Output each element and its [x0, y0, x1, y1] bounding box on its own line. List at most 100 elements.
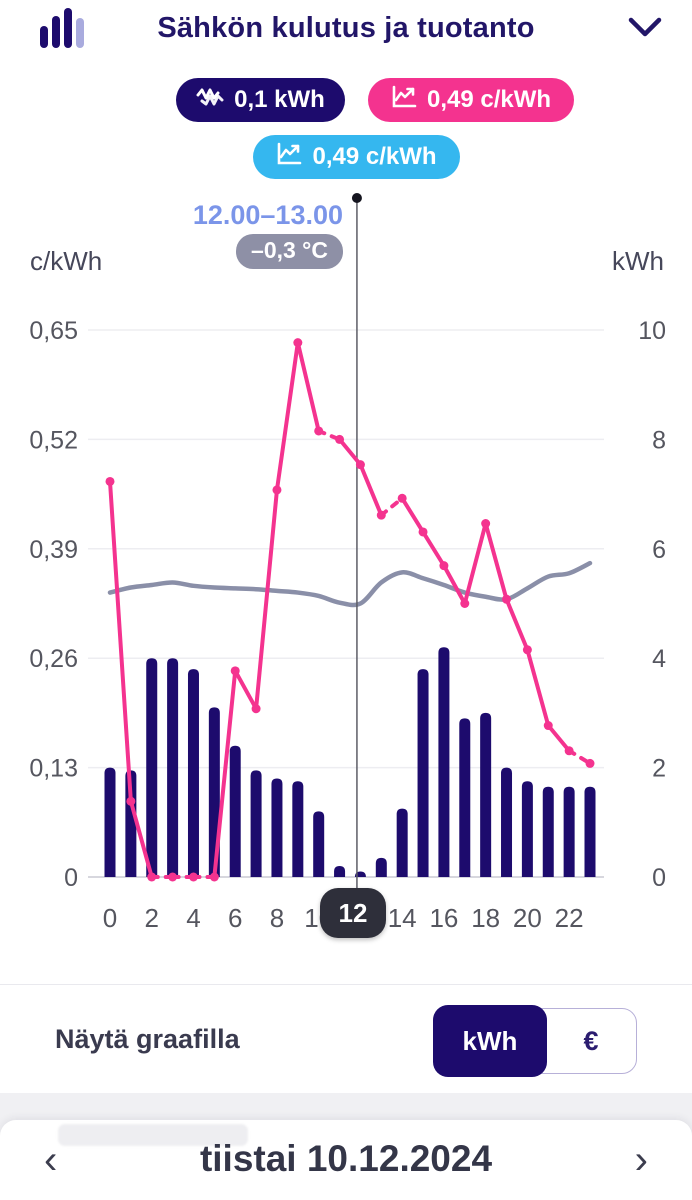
price-line-segment: [504, 597, 530, 652]
left-axis-tick: 0,39: [29, 536, 78, 564]
price-point[interactable]: [418, 527, 428, 537]
price-point[interactable]: [251, 704, 261, 714]
price-line-segment: [400, 496, 426, 534]
consumption-badge-label: 0,1 kWh: [234, 86, 325, 113]
right-axis-tick: 4: [652, 645, 666, 673]
left-axis-tick: 0,13: [29, 755, 78, 783]
page-title: Sähkön kulutus ja tuotanto: [157, 12, 535, 44]
resistor-icon: [196, 86, 224, 114]
price-point[interactable]: [376, 510, 386, 520]
selected-hour-marker-dot: [351, 193, 362, 203]
unit-toggle: kWh €: [433, 1005, 637, 1077]
x-axis-tick: 22: [555, 903, 584, 933]
consumption-bar[interactable]: [480, 712, 492, 877]
consumption-bar[interactable]: [459, 718, 471, 877]
x-axis-tick: 8: [270, 903, 284, 933]
price-point[interactable]: [335, 434, 345, 444]
price-point[interactable]: [188, 872, 198, 882]
price-point[interactable]: [314, 426, 324, 436]
price-line-segment: [441, 563, 467, 606]
x-axis-tick: 16: [429, 903, 458, 933]
show-on-graph-label: Näytä graafilla: [55, 1024, 240, 1054]
price-point[interactable]: [147, 872, 157, 882]
avg-price-badge[interactable]: 0,49 c/kWh: [253, 135, 460, 179]
consumption-bar[interactable]: [125, 770, 137, 877]
right-axis-tick: 2: [652, 755, 666, 783]
consumption-bar[interactable]: [542, 786, 554, 877]
price-point[interactable]: [126, 796, 136, 806]
consumption-bar[interactable]: [104, 767, 116, 877]
spot-price-badge[interactable]: 0,49 c/kWh: [368, 78, 574, 122]
price-point[interactable]: [397, 493, 407, 503]
left-axis-tick: 0,26: [29, 645, 78, 673]
x-axis-tick: 18: [471, 903, 500, 933]
price-point[interactable]: [543, 721, 553, 731]
next-day-button[interactable]: ›: [634, 1138, 648, 1182]
price-line-segment: [546, 723, 572, 753]
price-line-segment: [274, 340, 300, 492]
price-point[interactable]: [168, 872, 178, 882]
price-point[interactable]: [481, 519, 491, 529]
consumption-bar[interactable]: [501, 767, 513, 877]
price-point[interactable]: [564, 746, 574, 756]
price-point[interactable]: [272, 485, 282, 495]
price-line-segment: [525, 647, 551, 728]
consumption-bar[interactable]: [563, 786, 575, 877]
spot-price-badge-label: 0,49 c/kWh: [426, 86, 552, 113]
price-line-segment: [483, 521, 509, 602]
tooltip-temperature-badge: –0,3 °C: [236, 234, 343, 269]
consumption-bar[interactable]: [375, 857, 387, 877]
price-line-segment: [128, 799, 154, 879]
selected-hour-pill[interactable]: 12: [320, 888, 386, 938]
price-point[interactable]: [105, 476, 115, 486]
x-axis-tick: 4: [186, 903, 200, 933]
selected-date-label: tiistai 10.12.2024: [199, 1138, 493, 1179]
consumption-bar[interactable]: [146, 658, 158, 877]
line-chart-icon: [276, 142, 302, 173]
x-axis-tick: 6: [228, 903, 242, 933]
consumption-bar[interactable]: [250, 770, 262, 877]
left-axis-tick: 0: [64, 864, 78, 892]
section-divider: [0, 984, 692, 985]
right-axis-tick: 6: [652, 536, 666, 564]
consumption-bar[interactable]: [229, 745, 241, 877]
price-point[interactable]: [293, 338, 303, 348]
tooltip-time-range: 12.00–13.00: [192, 200, 343, 230]
previous-day-button[interactable]: ‹: [44, 1138, 58, 1182]
left-axis-tick: 0,65: [29, 317, 78, 345]
left-axis-tick: 0,52: [29, 426, 78, 454]
consumption-badge[interactable]: 0,1 kWh: [176, 78, 345, 122]
consumption-bar[interactable]: [396, 808, 408, 877]
consumption-bar[interactable]: [292, 781, 304, 877]
consumption-bar[interactable]: [271, 778, 283, 877]
unit-eur-button[interactable]: €: [583, 1025, 599, 1056]
price-point[interactable]: [439, 561, 449, 571]
average-price-line: [107, 560, 593, 608]
consumption-bar[interactable]: [187, 669, 199, 877]
price-point[interactable]: [585, 758, 595, 768]
ghost-artifact: [58, 1124, 248, 1146]
price-point[interactable]: [460, 599, 470, 608]
price-point[interactable]: [230, 666, 240, 676]
consumption-bar[interactable]: [584, 786, 596, 877]
price-point[interactable]: [355, 460, 365, 470]
price-point[interactable]: [502, 594, 512, 604]
consumption-bar[interactable]: [167, 658, 179, 877]
price-line-segment: [358, 462, 384, 518]
right-axis-title: kWh: [612, 246, 664, 276]
chart-canvas: 0,65100,5280,3960,2640,13200024681012141…: [29, 193, 666, 933]
price-line-segment: [212, 668, 238, 879]
bar-chart-icon: [36, 6, 86, 55]
consumption-bar[interactable]: [521, 781, 533, 877]
unit-kwh-button[interactable]: kWh: [433, 1005, 547, 1077]
x-axis-tick: 20: [513, 903, 542, 933]
consumption-bar[interactable]: [438, 647, 450, 877]
chevron-down-icon[interactable]: [626, 16, 664, 45]
price-point[interactable]: [209, 872, 219, 882]
price-point[interactable]: [522, 645, 532, 655]
consumption-bar[interactable]: [417, 669, 429, 877]
right-axis-tick: 8: [652, 426, 666, 454]
consumption-bar[interactable]: [313, 811, 325, 877]
consumption-bar[interactable]: [334, 866, 346, 877]
